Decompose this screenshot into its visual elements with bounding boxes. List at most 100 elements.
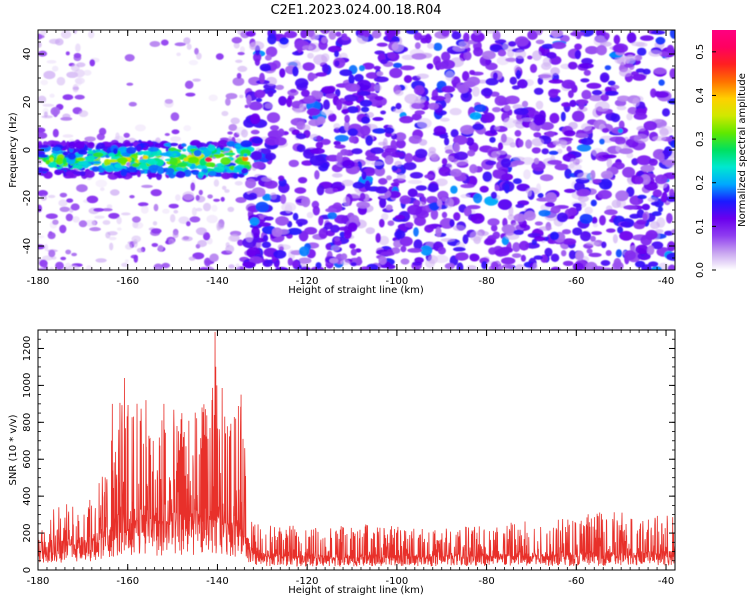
heatmap-cell-1468	[549, 112, 560, 124]
heatmap-cell-1285	[343, 196, 351, 207]
snr-yticks-tick-label-3: 600	[22, 450, 33, 469]
heatmap-cell-1612	[469, 230, 483, 242]
heatmap-cell-222	[40, 30, 47, 36]
heat-xticks-tick-label-1: -160	[116, 276, 139, 287]
heatmap-cell-1528	[489, 136, 496, 143]
heatmap-cell-2313	[208, 170, 217, 177]
colorbar-tick-label-5: 0.5	[695, 44, 706, 60]
heatmap-cell-2345	[143, 155, 149, 160]
heatmap-cell-1272	[626, 32, 637, 44]
heatmap-cell-1114	[580, 123, 592, 132]
snr-yticks-tick-label-6: 1200	[22, 336, 33, 361]
heatmap-cell-1228	[390, 151, 405, 158]
heatmap-cell-425	[651, 211, 662, 217]
heatmap-cell-29	[40, 79, 49, 86]
heatmap-cell-1342	[391, 165, 398, 172]
heatmap-cell-566	[250, 129, 260, 135]
heatmap-cell-1431	[321, 36, 328, 44]
heatmap-cell-1286	[465, 137, 475, 146]
heatmap-cell-1062	[351, 148, 363, 155]
snr-series-line	[38, 331, 675, 567]
heatmap-cell-1031	[462, 92, 469, 99]
heatmap-cell-318	[59, 192, 68, 198]
heatmap-cell-1600	[267, 33, 277, 45]
heatmap-cell-217	[171, 129, 180, 135]
heatmap-cell-1239	[463, 51, 472, 61]
heatmap-cell-1478	[347, 128, 359, 137]
heatmap-cell-1060	[517, 79, 528, 89]
heatmap-x-label: Height of straight line (km)	[288, 285, 424, 296]
heatmap-cell-79	[164, 99, 174, 108]
heatmap-cell-1025	[451, 31, 462, 40]
heatmap-cell-291	[126, 82, 134, 86]
heatmap-cell-2340	[207, 144, 216, 152]
heatmap-cell-1179	[440, 30, 450, 37]
heatmap-cell-2304	[54, 169, 65, 174]
heatmap-cell-267	[55, 261, 64, 270]
heatmap-cell-921	[330, 245, 341, 251]
heatmap-cell-393	[415, 185, 427, 191]
heatmap-cell-1554	[579, 63, 594, 69]
heatmap-cell-546	[490, 191, 497, 199]
heatmap-cell-50	[38, 190, 48, 197]
heatmap-cell-887	[462, 234, 469, 245]
heatmap-cell-651	[264, 102, 274, 109]
heatmap-cell-972	[462, 71, 470, 82]
heatmap-cell-1552	[424, 224, 434, 233]
heatmap-cell-1553	[460, 124, 475, 135]
heatmap-cell-215	[162, 208, 170, 214]
heatmap-cell-19	[71, 252, 77, 257]
heatmap-cell-1281	[441, 85, 456, 93]
heatmap-cell-2343	[192, 171, 199, 176]
heatmap-cell-204	[236, 72, 242, 79]
heatmap-cell-732	[339, 69, 353, 77]
heatmap-cell-1159	[454, 151, 468, 161]
heatmap-cell-226	[41, 115, 53, 119]
heatmap-cell-829	[404, 153, 414, 163]
heatmap-cell-1351	[453, 135, 468, 145]
heatmap-cell-110	[76, 184, 88, 193]
heatmap-cell-184	[50, 106, 61, 116]
heat-yticks-tick-label-3: 20	[22, 96, 33, 109]
heatmap-cell-301	[94, 215, 105, 219]
heatmap-cell-1123	[278, 175, 285, 181]
heatmap-cell-1563	[515, 264, 525, 270]
heatmap-cell-843	[371, 30, 382, 39]
heatmap-cell-1770	[629, 213, 641, 219]
heatmap-cell-1771	[518, 240, 530, 251]
heatmap-cell-1040	[505, 57, 517, 62]
heatmap-cell-1160	[262, 193, 272, 201]
heatmap-cell-1721	[437, 199, 443, 207]
heatmap-cell-805	[379, 218, 385, 228]
heatmap-cell-1216	[592, 223, 599, 228]
heatmap-cell-2302	[169, 142, 179, 147]
heatmap-cell-2300	[77, 150, 88, 155]
heatmap-cell-714	[490, 224, 498, 232]
heatmap-cell-2320	[221, 172, 232, 180]
heatmap-cell-1695	[535, 30, 543, 36]
heatmap-cell-202	[76, 62, 86, 68]
heatmap-cell-1320	[453, 246, 466, 252]
heatmap-cell-1698	[271, 227, 283, 237]
heatmap-cell-1467	[414, 216, 426, 227]
heatmap-cell-1094	[441, 211, 448, 219]
heatmap-cell-992	[401, 54, 415, 60]
heatmap-cell-225	[170, 214, 176, 223]
heatmap-cell-490	[653, 67, 667, 75]
heatmap-cell-1343	[469, 253, 480, 262]
heatmap-cell-399	[349, 243, 356, 249]
heatmap-cell-1308	[331, 173, 343, 178]
heatmap-cell-1601	[298, 246, 310, 257]
heatmap-cell-307	[181, 236, 193, 242]
heatmap-cell-1258	[531, 147, 541, 154]
heatmap-cell-130	[65, 213, 74, 222]
heatmap-cell-1808	[601, 127, 610, 133]
heatmap-cell-1783	[350, 248, 357, 256]
heatmap-cell-1769	[250, 150, 263, 161]
heatmap-cell-1283	[348, 74, 355, 85]
heatmap-cell-2199	[147, 147, 160, 152]
heatmap-cell-1684	[482, 171, 493, 182]
heatmap-cell-2211	[156, 158, 164, 167]
heatmap-cell-1681	[635, 244, 649, 255]
heatmap-cell-1604	[427, 151, 437, 158]
